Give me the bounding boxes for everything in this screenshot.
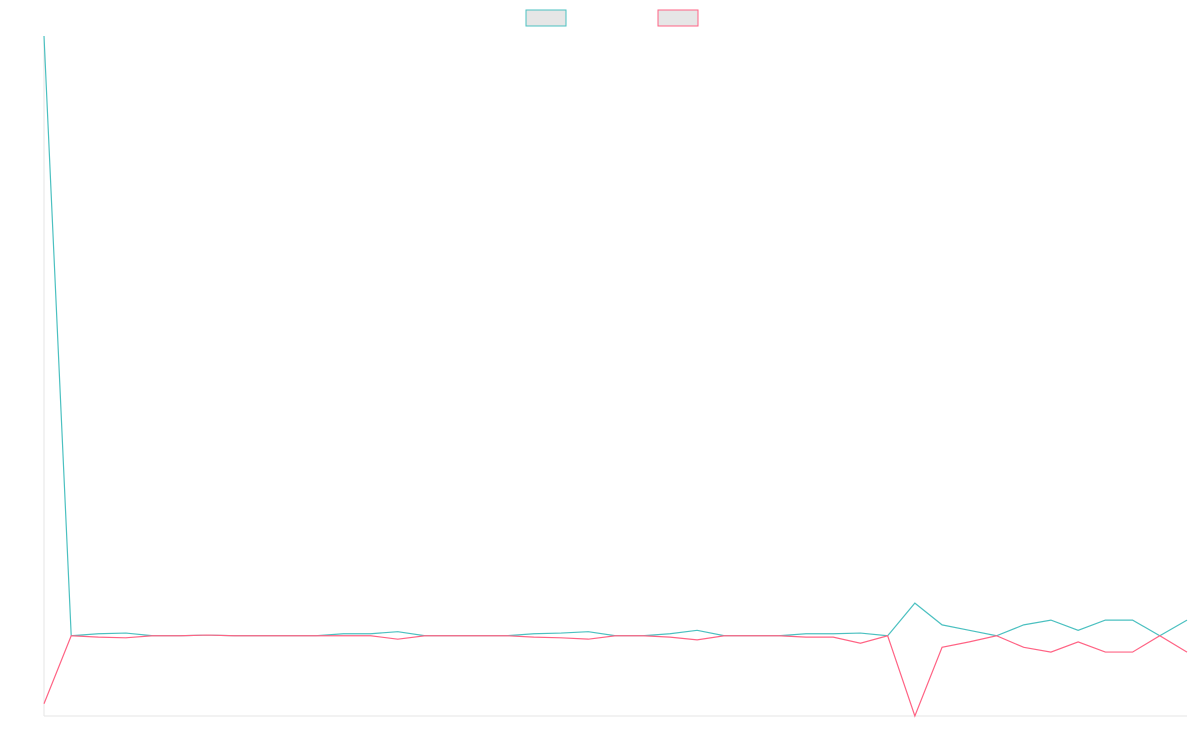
legend-swatch[interactable] — [657, 9, 699, 27]
series-line — [43, 35, 1188, 637]
series-line — [43, 634, 1188, 718]
legend-swatch[interactable] — [525, 9, 567, 27]
